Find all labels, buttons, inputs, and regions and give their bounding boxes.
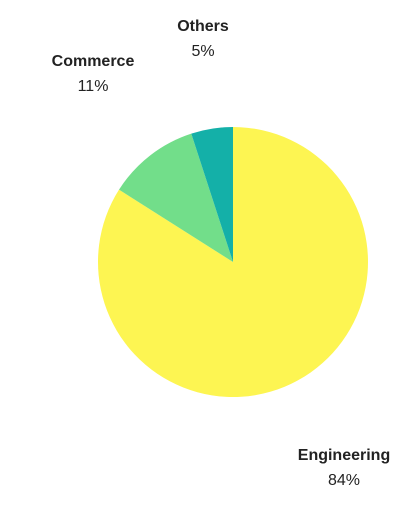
- slice-label: Commerce: [52, 53, 135, 70]
- slice-label: Others: [177, 18, 229, 35]
- pie-slice: [97, 127, 368, 397]
- pie-slice: [119, 133, 233, 262]
- slice-value-label: 11%: [78, 78, 109, 95]
- slice-value-label: 5%: [191, 43, 214, 60]
- pie-slice: [191, 127, 233, 262]
- slice-value-label: 84%: [328, 472, 360, 489]
- slice-label: Engineering: [298, 447, 390, 464]
